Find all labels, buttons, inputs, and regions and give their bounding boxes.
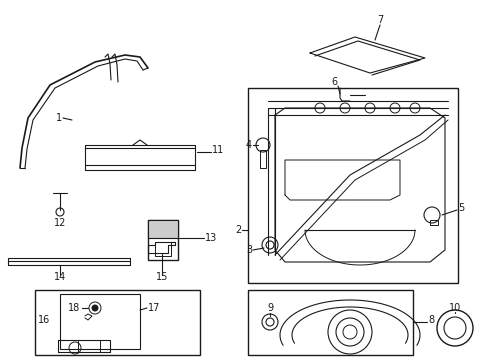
- Text: 6: 6: [331, 77, 337, 87]
- Bar: [155, 242, 171, 256]
- Text: 8: 8: [427, 315, 433, 325]
- Text: 17: 17: [148, 303, 160, 313]
- Text: 18: 18: [68, 303, 80, 313]
- Bar: [260, 150, 265, 168]
- Bar: [78, 340, 100, 352]
- Text: 3: 3: [245, 245, 251, 255]
- Text: 15: 15: [156, 272, 168, 282]
- Text: 1: 1: [56, 113, 62, 123]
- Bar: [247, 290, 412, 355]
- Text: 7: 7: [376, 15, 382, 25]
- Text: 13: 13: [204, 233, 217, 243]
- Bar: [429, 220, 437, 225]
- Circle shape: [92, 305, 98, 311]
- Bar: [148, 220, 178, 260]
- Text: 10: 10: [448, 303, 460, 313]
- Bar: [35, 290, 200, 355]
- Text: 2: 2: [234, 225, 241, 235]
- Text: 5: 5: [457, 203, 463, 213]
- Text: 4: 4: [245, 140, 251, 150]
- Text: 9: 9: [266, 303, 272, 313]
- Bar: [60, 294, 140, 349]
- Text: 12: 12: [54, 218, 66, 228]
- Bar: [247, 88, 457, 283]
- Text: 14: 14: [54, 272, 66, 282]
- Text: 11: 11: [212, 145, 224, 155]
- Text: 16: 16: [38, 315, 50, 325]
- Bar: [148, 220, 178, 238]
